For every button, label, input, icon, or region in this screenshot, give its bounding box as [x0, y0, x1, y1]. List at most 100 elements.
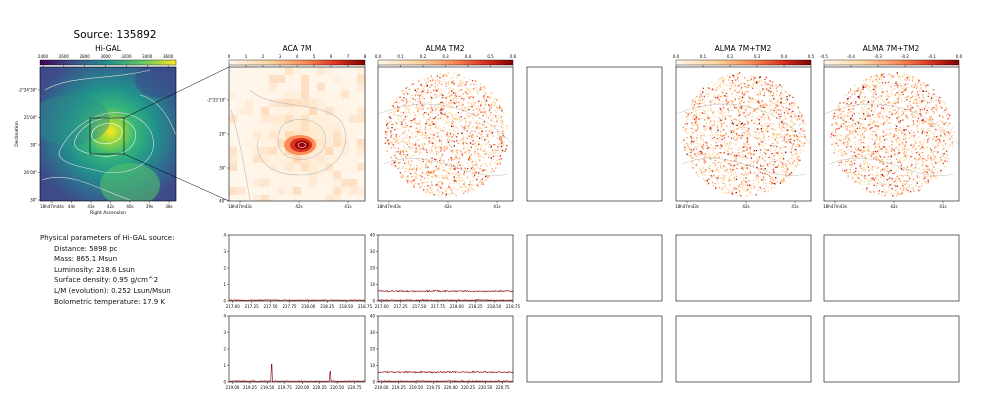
noise-pixel — [455, 155, 458, 157]
noise-pixel — [690, 141, 692, 144]
noise-pixel — [463, 77, 465, 79]
aca-pixel — [293, 99, 301, 107]
noise-pixel — [467, 117, 470, 119]
noise-pixel — [423, 106, 425, 108]
noise-pixel — [711, 147, 714, 149]
noise-pixel — [931, 170, 933, 172]
noise-pixel — [424, 167, 426, 169]
noise-pixel — [711, 125, 713, 127]
noise-pixel — [782, 119, 784, 121]
noise-pixel — [851, 116, 853, 118]
noise-pixel — [781, 88, 783, 91]
noise-pixel — [935, 176, 937, 178]
noise-pixel — [404, 91, 407, 94]
noise-pixel — [849, 164, 851, 166]
noise-pixel — [772, 95, 774, 97]
noise-pixel — [888, 117, 890, 120]
noise-pixel — [703, 110, 706, 112]
noise-pixel — [775, 85, 777, 87]
noise-pixel — [904, 144, 906, 146]
noise-pixel — [911, 114, 913, 116]
noise-pixel — [405, 167, 408, 170]
noise-pixel — [796, 106, 799, 108]
noise-pixel — [481, 143, 483, 146]
noise-pixel — [739, 111, 741, 113]
noise-pixel — [741, 137, 744, 139]
noise-pixel — [736, 123, 738, 125]
noise-pixel — [489, 112, 492, 114]
noise-pixel — [727, 108, 729, 110]
noise-pixel — [844, 126, 846, 128]
noise-pixel — [761, 179, 763, 181]
noise-pixel — [777, 171, 780, 174]
noise-pixel — [757, 107, 759, 110]
noise-pixel — [949, 144, 952, 146]
noise-pixel — [752, 153, 754, 155]
noise-pixel — [921, 184, 923, 187]
noise-pixel — [420, 91, 422, 93]
noise-pixel — [729, 168, 731, 170]
noise-pixel — [863, 100, 865, 102]
noise-pixel — [453, 179, 455, 181]
noise-pixel — [475, 80, 477, 82]
noise-pixel — [459, 117, 461, 119]
noise-pixel — [901, 88, 903, 90]
noise-pixel — [494, 109, 496, 111]
noise-pixel — [781, 166, 783, 168]
noise-pixel — [433, 134, 435, 136]
noise-pixel — [427, 166, 429, 168]
noise-pixel — [782, 94, 784, 97]
noise-pixel — [778, 113, 780, 116]
noise-pixel — [849, 126, 851, 128]
noise-pixel — [753, 109, 755, 112]
noise-pixel — [762, 158, 764, 161]
noise-pixel — [754, 137, 757, 139]
noise-pixel — [733, 165, 735, 168]
noise-pixel — [439, 163, 442, 165]
noise-pixel — [740, 137, 742, 139]
noise-pixel — [769, 119, 771, 121]
noise-pixel — [466, 87, 468, 89]
noise-pixel — [790, 119, 792, 121]
noise-pixel — [785, 107, 787, 109]
noise-pixel — [773, 162, 775, 164]
noise-pixel — [466, 170, 468, 173]
noise-pixel — [882, 157, 884, 159]
noise-pixel — [471, 184, 473, 186]
noise-pixel — [766, 85, 768, 88]
noise-pixel — [712, 111, 714, 114]
noise-pixel — [392, 105, 394, 107]
noise-pixel — [754, 153, 756, 155]
colorbar-tick-label: 5 — [313, 54, 316, 59]
noise-pixel — [758, 106, 760, 109]
noise-pixel — [433, 106, 436, 108]
noise-pixel — [394, 102, 396, 104]
noise-pixel — [470, 167, 473, 169]
noise-pixel — [883, 168, 885, 170]
noise-pixel — [466, 169, 468, 171]
noise-pixel — [728, 179, 730, 181]
noise-pixel — [747, 143, 750, 146]
noise-pixel — [912, 120, 914, 122]
noise-pixel — [804, 135, 806, 137]
noise-pixel — [396, 161, 399, 163]
noise-pixel — [460, 108, 463, 110]
noise-pixel — [876, 86, 878, 88]
noise-pixel — [704, 156, 706, 158]
noise-pixel — [432, 193, 434, 195]
noise-pixel — [468, 183, 470, 186]
noise-pixel — [445, 188, 447, 191]
noise-pixel — [689, 135, 692, 137]
noise-pixel — [707, 153, 709, 155]
noise-pixel — [409, 146, 411, 148]
noise-pixel — [703, 107, 705, 109]
noise-pixel — [474, 102, 476, 105]
noise-pixel — [476, 90, 478, 92]
noise-pixel — [848, 149, 850, 151]
noise-pixel — [798, 144, 800, 146]
noise-pixel — [789, 138, 792, 140]
noise-pixel — [723, 152, 725, 154]
noise-pixel — [464, 109, 466, 111]
noise-pixel — [912, 91, 914, 93]
noise-pixel — [761, 117, 763, 119]
